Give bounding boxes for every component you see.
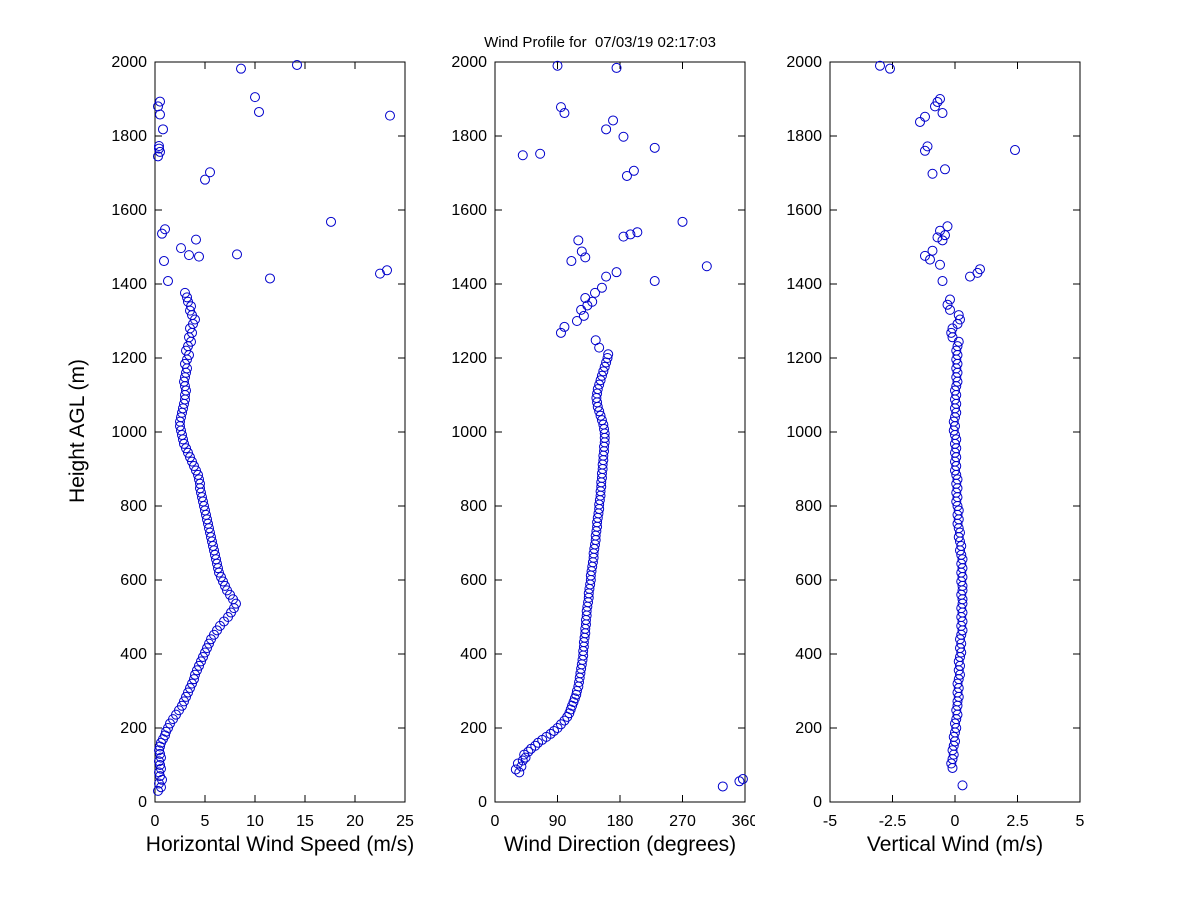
svg-text:1200: 1200 — [786, 350, 822, 367]
chart-title: Wind Profile for 07/03/19 02:17:03 — [484, 34, 716, 51]
svg-text:400: 400 — [120, 646, 147, 663]
svg-text:400: 400 — [795, 646, 822, 663]
svg-text:5: 5 — [201, 813, 210, 830]
svg-text:1800: 1800 — [111, 128, 147, 145]
svg-text:1000: 1000 — [451, 424, 487, 441]
svg-text:1400: 1400 — [451, 276, 487, 293]
svg-text:25: 25 — [396, 813, 414, 830]
svg-text:600: 600 — [795, 572, 822, 589]
svg-text:1400: 1400 — [111, 276, 147, 293]
svg-text:360: 360 — [732, 813, 755, 830]
svg-text:800: 800 — [120, 498, 147, 515]
svg-text:20: 20 — [346, 813, 364, 830]
svg-text:0: 0 — [491, 813, 500, 830]
svg-text:600: 600 — [120, 572, 147, 589]
svg-text:2000: 2000 — [786, 54, 822, 71]
svg-text:0: 0 — [813, 794, 822, 811]
svg-text:0: 0 — [951, 813, 960, 830]
svg-text:1200: 1200 — [451, 350, 487, 367]
svg-text:400: 400 — [460, 646, 487, 663]
svg-text:200: 200 — [795, 720, 822, 737]
x-axis-label-speed: Horizontal Wind Speed (m/s) — [145, 833, 415, 856]
svg-text:-2.5: -2.5 — [879, 813, 907, 830]
svg-text:270: 270 — [669, 813, 696, 830]
x-axis-label-direction: Wind Direction (degrees) — [503, 833, 737, 856]
svg-text:1800: 1800 — [451, 128, 487, 145]
svg-text:2000: 2000 — [111, 54, 147, 71]
svg-text:800: 800 — [795, 498, 822, 515]
svg-text:1000: 1000 — [111, 424, 147, 441]
svg-text:0: 0 — [478, 794, 487, 811]
svg-text:1800: 1800 — [786, 128, 822, 145]
svg-text:200: 200 — [120, 720, 147, 737]
svg-text:0: 0 — [138, 794, 147, 811]
wind-direction-plot: 0 90 180 270 360 0 200 400 600 800 1000 1200 1400 160… — [451, 54, 755, 830]
svg-text:90: 90 — [549, 813, 567, 830]
svg-text:1000: 1000 — [786, 424, 822, 441]
svg-text:180: 180 — [607, 813, 634, 830]
svg-text:0: 0 — [151, 813, 160, 830]
vertical-wind-plot: -5 -2.5 0 2.5 5 0 200 400 600 800 1000 1200 1400 1600… — [786, 54, 1085, 830]
svg-text:-5: -5 — [823, 813, 837, 830]
svg-text:200: 200 — [460, 720, 487, 737]
svg-text:1600: 1600 — [451, 202, 487, 219]
svg-text:15: 15 — [296, 813, 314, 830]
svg-text:800: 800 — [460, 498, 487, 515]
svg-text:2000: 2000 — [451, 54, 487, 71]
svg-text:1600: 1600 — [111, 202, 147, 219]
svg-text:1400: 1400 — [786, 276, 822, 293]
horizontal-wind-speed-plot: 0 5 10 15 20 25 0 200 400 600 800 1000 1200 1400 1600 1… — [111, 54, 414, 830]
svg-text:600: 600 — [460, 572, 487, 589]
svg-text:1600: 1600 — [786, 202, 822, 219]
svg-text:2.5: 2.5 — [1006, 813, 1028, 830]
svg-text:5: 5 — [1076, 813, 1085, 830]
svg-text:1200: 1200 — [111, 350, 147, 367]
svg-text:10: 10 — [246, 813, 264, 830]
x-axis-label-vertical: Vertical Wind (m/s) — [866, 833, 1044, 856]
